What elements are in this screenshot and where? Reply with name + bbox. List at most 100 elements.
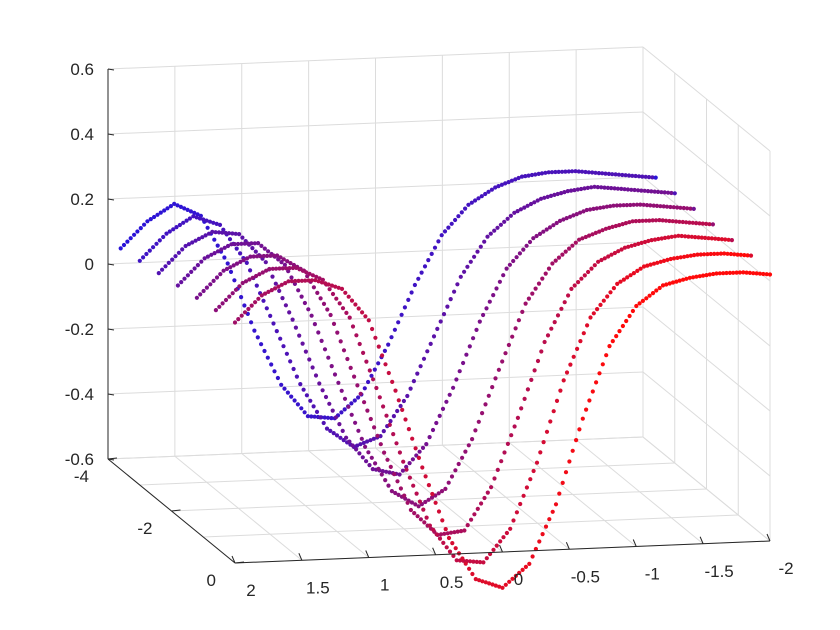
data-point [687,275,692,280]
data-point [694,221,699,226]
data-point [600,171,605,176]
data-point [173,254,178,259]
data-point [747,270,753,275]
data-point [504,266,509,271]
data-point [683,234,688,239]
data-point [313,373,319,378]
data-point [595,185,600,190]
data-point [469,200,474,205]
data-point [707,272,712,277]
data-point [518,207,524,212]
data-point [472,254,477,259]
data-point [346,404,351,409]
data-point [264,268,269,273]
data-point [465,264,470,269]
data-point [522,396,527,401]
data-point [142,222,147,227]
data-point [543,524,549,529]
data-point [180,247,185,252]
data-point [262,348,267,354]
data-point [293,278,298,284]
data-point [373,335,378,340]
data-point [444,545,449,550]
data-point [338,435,343,440]
data-point [498,539,503,544]
data-point [587,233,592,238]
data-point [432,245,438,250]
data-point [577,237,582,242]
data-point [386,370,391,376]
data-point [121,242,127,248]
data-point [650,291,656,296]
data-point [338,339,343,344]
data-point [551,223,556,228]
data-point [456,214,461,219]
data-point [557,218,563,223]
data-point [252,328,257,333]
data-point [291,366,296,372]
data-point [223,230,228,236]
data-point [525,203,530,208]
data-point [460,455,465,460]
data-point [551,409,556,414]
data-point [469,517,474,522]
data-point [240,280,245,286]
data-point [479,194,484,199]
data-point [500,585,505,590]
data-point [546,266,552,271]
data-point [171,227,176,232]
data-point [657,285,662,291]
data-point [373,461,378,466]
data-point [383,362,388,367]
data-point [626,244,631,249]
data-point [162,208,167,213]
data-point [480,579,485,584]
data-point [211,278,216,283]
data-point [670,280,676,285]
data-point [544,227,549,232]
data-point [493,376,498,381]
data-point [161,234,166,240]
data-point [620,172,625,178]
data-point [405,500,410,505]
data-point [191,214,196,219]
data-point [217,222,223,227]
data-point [508,526,513,531]
data-point [225,243,231,249]
data-point [585,323,590,328]
data-point [357,451,362,456]
data-point [439,489,445,494]
data-point [470,437,475,442]
data-point [426,497,431,502]
data-point [447,549,453,554]
data-point [649,238,654,243]
data-point [654,203,660,208]
data-point [277,288,282,293]
data-point [519,406,524,411]
data-point [648,262,653,267]
data-point [628,202,633,208]
data-point [704,221,709,226]
data-point [360,310,365,315]
data-point [175,203,180,208]
data-point [306,278,311,283]
data-point [517,570,522,575]
data-point [273,281,278,286]
data-point [253,300,258,305]
data-point [741,270,746,275]
data-point [366,450,371,455]
data-point [397,472,402,477]
data-point [632,242,638,247]
data-point [613,223,619,229]
data-point [330,291,336,297]
data-point [202,256,207,261]
data-point [484,556,489,561]
data-point [235,241,241,247]
data-point [194,215,199,220]
data-point [575,346,580,351]
data-point [382,450,387,455]
grid-line-floor-y [203,514,739,538]
data-point [428,341,433,346]
data-point [400,468,405,473]
data-point [608,204,613,209]
